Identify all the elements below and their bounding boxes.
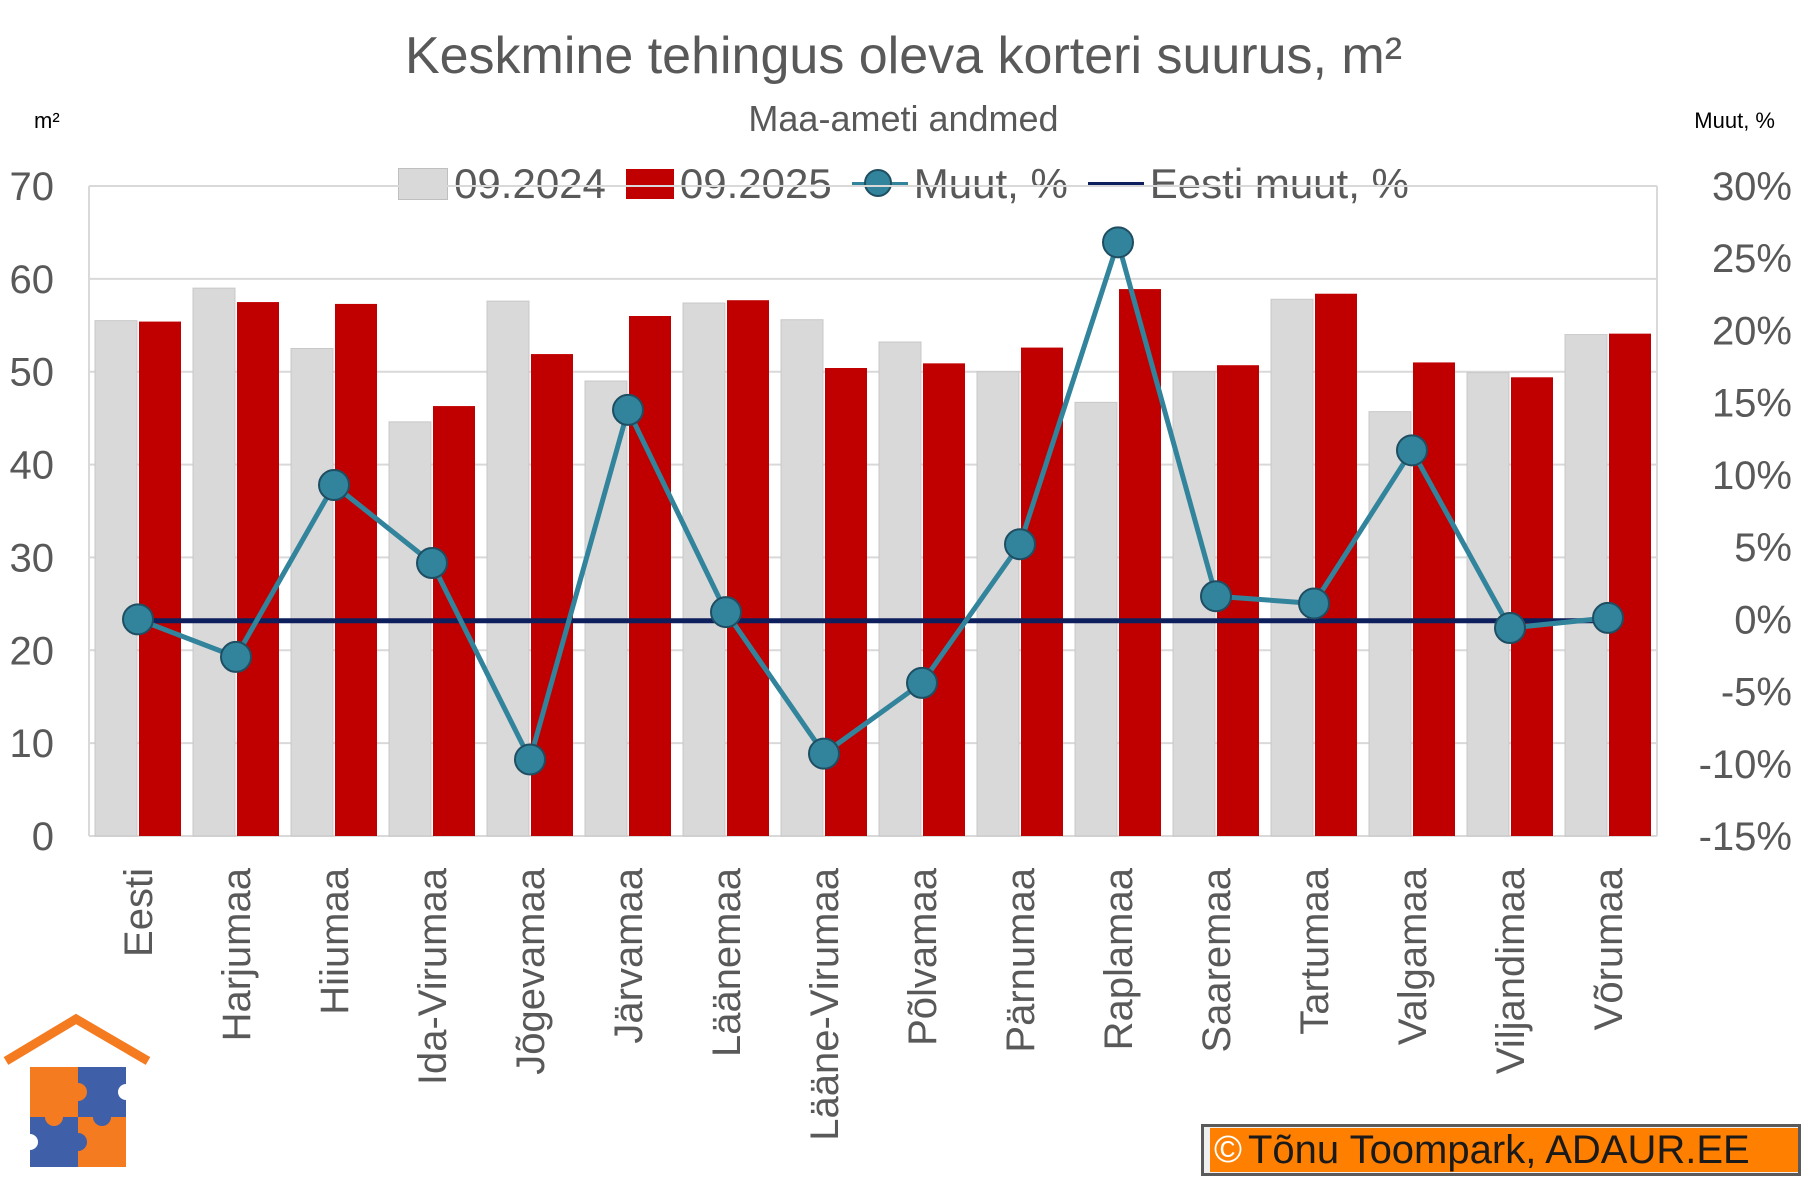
change-point — [220, 640, 252, 673]
right-tick-label: -5% — [1721, 671, 1792, 715]
category-label: Võrumaa — [1587, 867, 1631, 1030]
category-label: Harjumaa — [215, 867, 259, 1041]
category-label: Põlvamaa — [901, 867, 945, 1046]
right-tick-label: 30% — [1712, 165, 1792, 209]
change-point — [318, 469, 350, 501]
category-label: Läänemaa — [705, 867, 749, 1057]
category-label: Ida-Virumaa — [411, 867, 455, 1085]
left-axis-unit: m² — [34, 108, 60, 133]
right-tick-label: 5% — [1734, 526, 1792, 570]
right-tick-label: 0% — [1734, 598, 1792, 642]
right-tick-label: 25% — [1712, 237, 1792, 281]
legend-swatch-estonia-change — [1087, 169, 1144, 199]
category-label: Eesti — [117, 868, 161, 957]
legend-swatch-2025 — [625, 169, 674, 199]
left-tick-label: 10 — [10, 722, 55, 766]
category-label: Pärnumaa — [999, 867, 1043, 1052]
bar-2025 — [923, 363, 965, 836]
category-label: Saaremaa — [1195, 867, 1239, 1052]
bar-2024 — [1466, 372, 1510, 837]
copyright-symbol: © — [1214, 1128, 1242, 1171]
right-tick-label: -15% — [1699, 815, 1792, 859]
right-tick-label: 10% — [1712, 454, 1792, 498]
bar-2024 — [1564, 334, 1608, 837]
change-point — [1592, 601, 1624, 634]
right-tick-label: -10% — [1699, 743, 1792, 787]
bar-2024 — [976, 371, 1020, 837]
category-label: Lääne-Virumaa — [803, 867, 847, 1141]
bar-2025 — [727, 300, 769, 836]
bar-2024 — [290, 348, 334, 837]
legend-item-2025: 09.2025 — [625, 160, 832, 208]
bar-2025 — [629, 316, 671, 836]
bar-2025 — [237, 302, 279, 837]
left-tick-label: 40 — [10, 444, 55, 488]
legend-label-2025: 09.2025 — [679, 160, 832, 207]
chart-subtitle: Maa-ameti andmed — [748, 98, 1059, 139]
bar-2024 — [1270, 298, 1314, 837]
category-label: Valgamaa — [1391, 867, 1435, 1045]
change-point — [1298, 587, 1330, 620]
bar-2024 — [878, 341, 922, 837]
legend-label-2024: 09.2024 — [454, 160, 606, 207]
copyright-credit: © Tõnu Toompark, ADAUR.EE — [1201, 1124, 1801, 1176]
right-tick-label: 15% — [1712, 382, 1792, 426]
category-label: Hiiumaa — [313, 867, 357, 1014]
legend-item-estonia-change: Eesti muut, % — [1087, 160, 1409, 208]
bar-2024 — [584, 380, 628, 837]
bar-2024 — [192, 287, 236, 837]
right-tick-label: 20% — [1712, 309, 1792, 353]
left-tick-label: 20 — [10, 629, 55, 673]
bar-2024 — [388, 421, 432, 837]
left-tick-label: 60 — [10, 258, 55, 302]
chart-legend: 09.2024 09.2025 Muut, % Eesti muut, % — [0, 160, 1807, 208]
change-point — [1396, 434, 1428, 467]
change-point — [416, 547, 448, 579]
credit-box: © Tõnu Toompark, ADAUR.EE — [1210, 1128, 1798, 1172]
chart-title: Keskmine tehingus oleva korteri suurus, … — [404, 27, 1403, 85]
category-label: Jõgevamaa — [509, 867, 553, 1075]
bar-2025 — [1413, 362, 1455, 836]
change-point — [122, 603, 154, 636]
change-point — [612, 393, 644, 426]
category-label: Raplamaa — [1097, 867, 1141, 1050]
change-point — [906, 666, 938, 699]
bar-2025 — [1609, 333, 1651, 836]
left-tick-label: 50 — [10, 351, 55, 395]
left-tick-label: 70 — [10, 165, 55, 209]
legend-item-2024: 09.2024 — [398, 160, 606, 208]
change-point — [808, 737, 840, 770]
category-label: Viljandimaa — [1489, 867, 1533, 1074]
legend-label-change: Muut, % — [913, 160, 1068, 207]
bar-2025 — [1511, 377, 1553, 836]
change-point — [1102, 226, 1134, 259]
category-label: Järvamaa — [607, 867, 651, 1043]
change-point — [710, 596, 742, 629]
bar-2025 — [1021, 347, 1063, 836]
house-puzzle-logo — [0, 1005, 156, 1181]
category-label: Tartumaa — [1293, 867, 1337, 1034]
legend-item-change: Muut, % — [851, 160, 1068, 208]
bar-2024 — [1368, 411, 1412, 837]
legend-label-estonia-change: Eesti muut, % — [1149, 160, 1409, 207]
change-point — [1494, 612, 1526, 644]
change-point — [1004, 528, 1036, 561]
change-line — [137, 239, 1609, 762]
credit-text: Tõnu Toompark, ADAUR.EE — [1248, 1127, 1750, 1172]
legend-swatch-change — [851, 169, 908, 199]
legend-swatch-2024 — [398, 168, 449, 200]
left-tick-label: 30 — [10, 536, 55, 580]
change-point — [1200, 580, 1232, 613]
left-tick-label: 0 — [32, 815, 54, 859]
bar-2024 — [94, 320, 138, 837]
change-point — [514, 743, 546, 776]
right-axis-unit: Muut, % — [1694, 108, 1775, 133]
bar-2025 — [335, 303, 377, 836]
bar-2025 — [139, 321, 181, 837]
